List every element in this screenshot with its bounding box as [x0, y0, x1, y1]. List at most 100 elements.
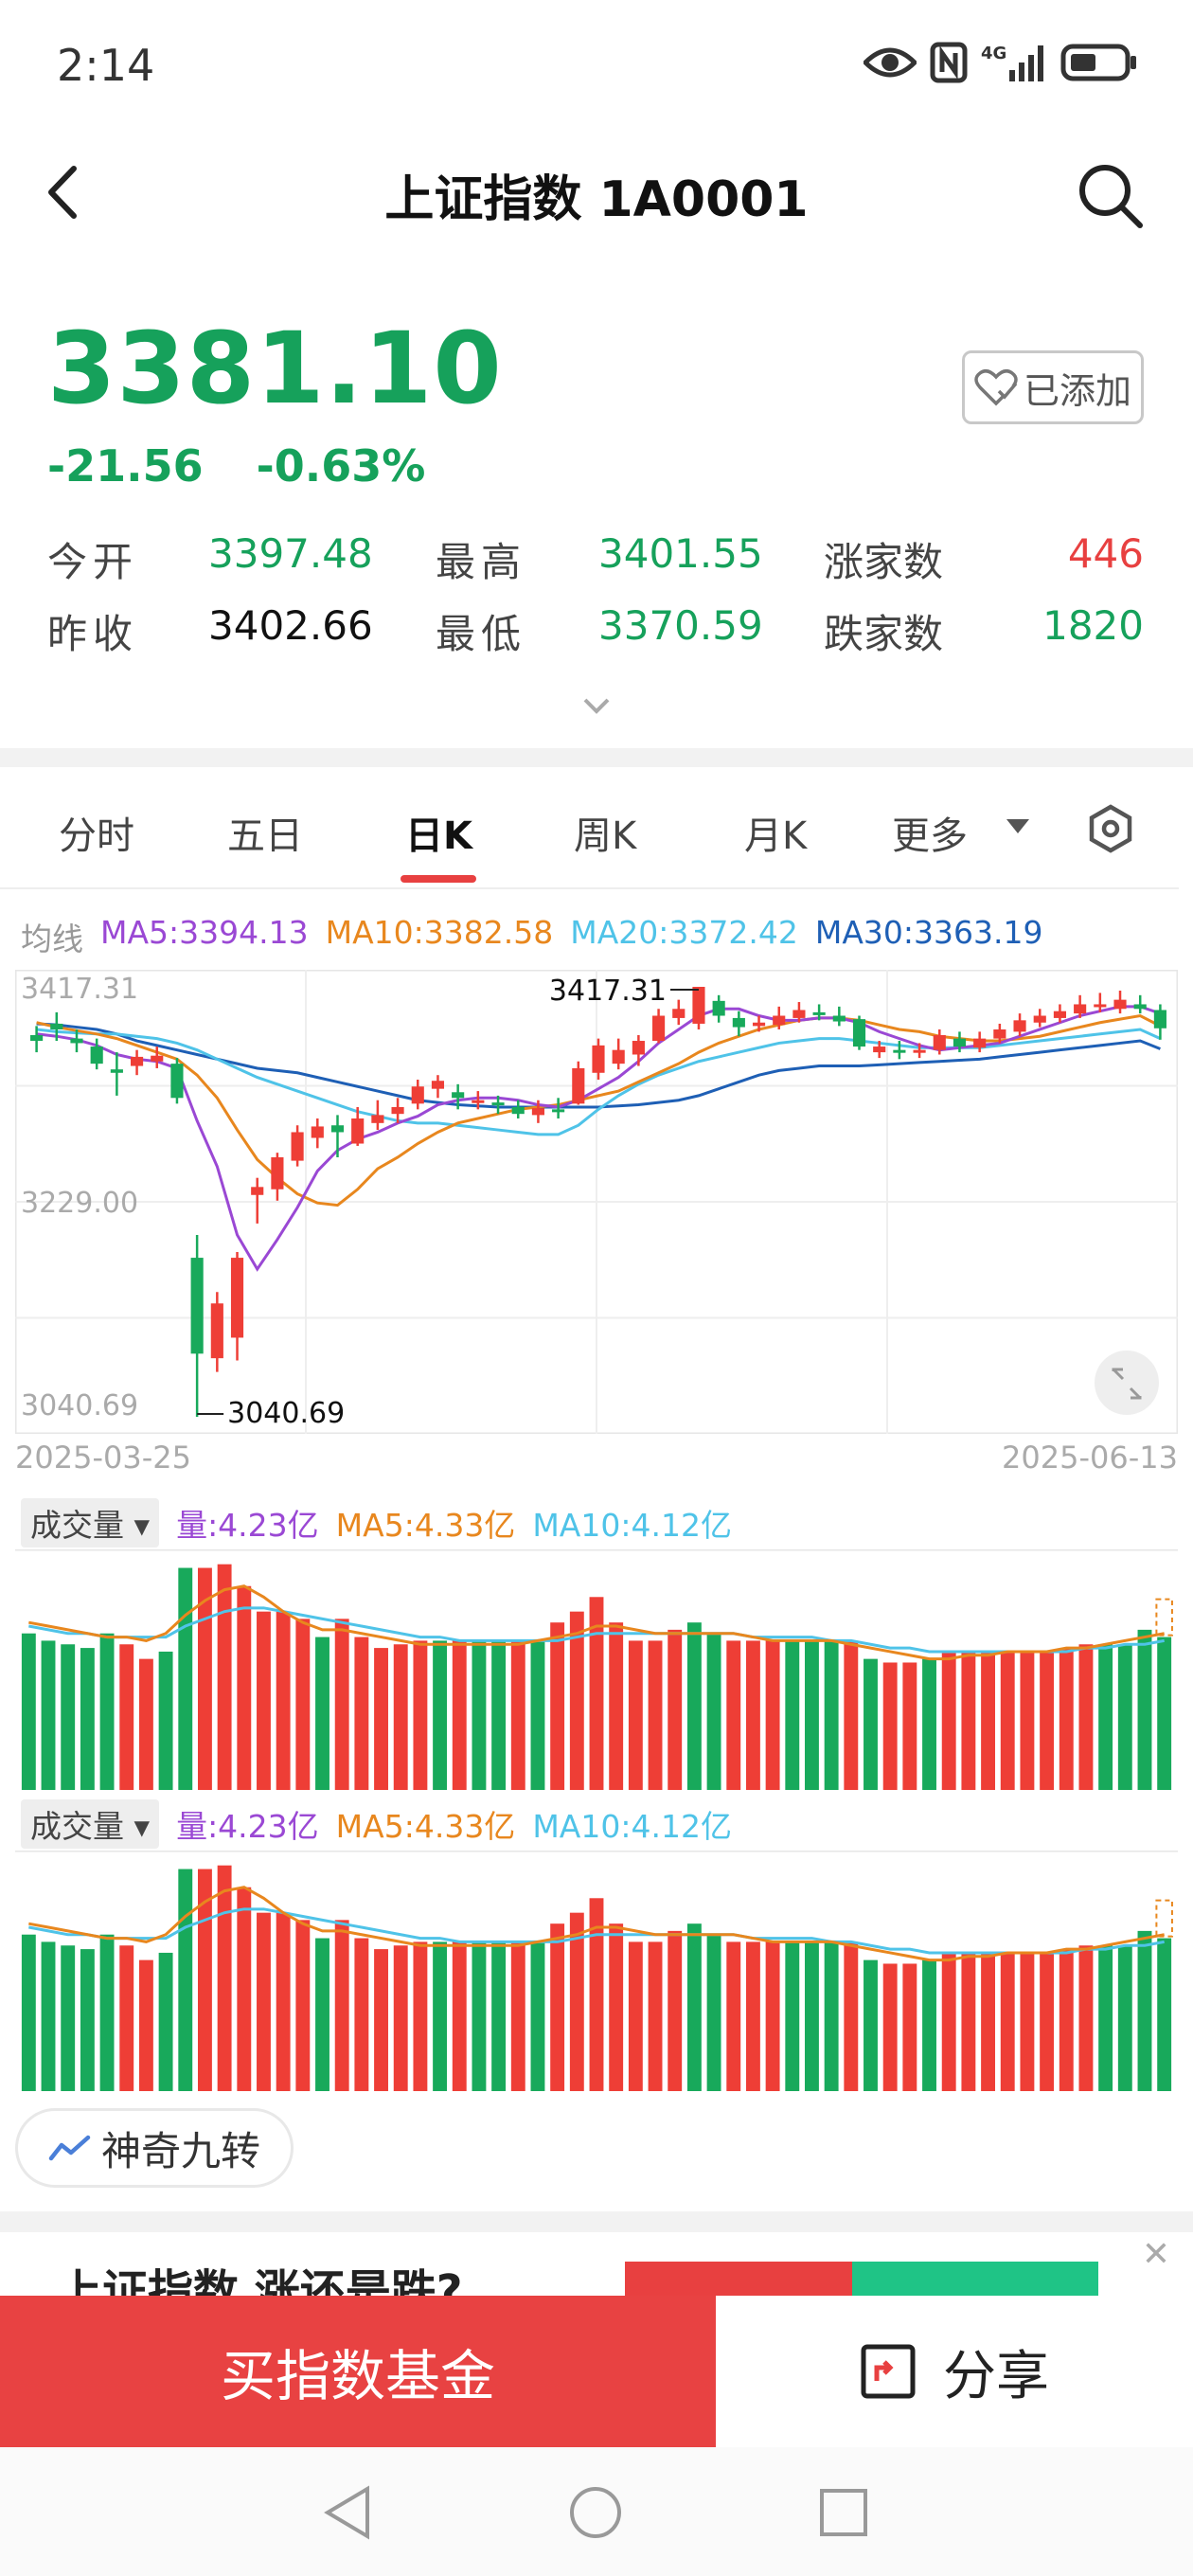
volume-bar — [197, 1869, 212, 2091]
heart-check-icon — [974, 369, 1018, 406]
volume-bar — [433, 1941, 448, 2091]
volume-bar — [530, 1640, 545, 1790]
volume-bar — [119, 1644, 134, 1790]
ma20-value: MA20:3372.42 — [570, 914, 798, 951]
volume-bar — [765, 1941, 780, 2091]
tab-separator — [0, 887, 1179, 889]
volume-bar — [785, 1941, 800, 2091]
svg-text:4G: 4G — [981, 44, 1006, 63]
volume-bar — [178, 1869, 193, 2091]
volume-bar — [1059, 1949, 1074, 2091]
candle — [151, 1046, 164, 1068]
volume-bar — [374, 1949, 388, 2091]
tab-daily-k[interactable]: 日K — [405, 814, 472, 858]
volume-bar — [257, 1912, 271, 2091]
poll-up-bar[interactable] — [625, 2262, 852, 2299]
ma5-line — [36, 1005, 1161, 1272]
volume-bar — [922, 1959, 936, 2091]
candle — [632, 1035, 645, 1066]
volume-chart[interactable] — [15, 1549, 1178, 1792]
volume-ma10: MA10:4.12亿 — [532, 1507, 732, 1544]
ma5-line — [28, 1584, 1165, 1661]
close-icon[interactable]: ✕ — [1141, 2235, 1170, 2274]
volume-bar — [706, 1934, 721, 2091]
share-button[interactable]: 分享 — [716, 2296, 1193, 2447]
chevron-down-icon[interactable] — [579, 691, 614, 720]
volume-bar — [413, 1941, 428, 2091]
volume-ma5: MA5:4.33亿 — [335, 1507, 516, 1544]
candle — [1053, 1004, 1067, 1023]
volume-bar — [61, 1945, 76, 2091]
chart-tabs: 分时 五日 日K 周K 月K 更多 — [0, 777, 1193, 871]
nav-back-icon[interactable] — [322, 2485, 373, 2540]
quote-stats: 今开 3397.48 最高 3401.55 涨家数 446 昨收 3402.66… — [0, 530, 1193, 672]
volume-tag[interactable]: 成交量 ▾ — [21, 1799, 160, 1849]
tab-weekly-k[interactable]: 周K — [574, 814, 637, 858]
volume-tag[interactable]: 成交量 ▾ — [21, 1498, 160, 1547]
volume-bar — [1000, 1651, 1015, 1790]
volume-bar — [354, 1938, 369, 2091]
tab-monthly-k[interactable]: 月K — [744, 814, 808, 858]
volume-bar — [726, 1941, 741, 2091]
live-volume-marker — [1155, 1899, 1173, 1938]
nav-recents-icon[interactable] — [818, 2487, 869, 2538]
volume-value: 量:4.23亿 — [176, 1507, 319, 1544]
low-marker: 3040.69 — [197, 1397, 345, 1430]
candle — [692, 987, 705, 1029]
volume-bar — [197, 1567, 212, 1790]
volume-bar — [686, 1622, 702, 1790]
search-icon[interactable] — [1074, 159, 1146, 231]
volume-bar — [628, 1640, 643, 1790]
nfc-icon — [930, 42, 968, 83]
volume-bar — [844, 1640, 859, 1790]
stat-value-down-count: 1820 — [1042, 602, 1144, 649]
candle — [552, 1098, 565, 1119]
share-label: 分享 — [943, 2345, 1049, 2407]
settings-hexagon-icon[interactable] — [1085, 803, 1136, 854]
volume-bars — [21, 1564, 1172, 1790]
active-tab-indicator — [401, 875, 476, 883]
live-volume-marker — [1155, 1598, 1173, 1637]
volume-bar — [628, 1941, 643, 2091]
ma10-line — [28, 1907, 1165, 1955]
x-label-start: 2025-03-25 — [15, 1440, 191, 1476]
candle — [933, 1029, 946, 1055]
tab-five-day[interactable]: 五日 — [227, 814, 303, 858]
x-label-end: 2025-06-13 — [1002, 1440, 1178, 1476]
candle — [70, 1029, 83, 1053]
volume-bar — [393, 1945, 408, 2091]
candle — [993, 1023, 1006, 1044]
magic-nine-turn-button[interactable]: 神奇九转 — [15, 2108, 294, 2188]
candle — [592, 1038, 605, 1081]
stat-label-high: 最高 — [436, 539, 527, 585]
volume-bar — [295, 1619, 311, 1790]
volume-bar — [1078, 1644, 1094, 1790]
fullscreen-icon[interactable] — [1095, 1351, 1159, 1415]
added-watchlist-button[interactable]: 已添加 — [962, 350, 1144, 424]
volume-bar — [589, 1597, 604, 1790]
volume-bar — [472, 1640, 487, 1790]
volume-bar — [745, 1640, 760, 1790]
volume-chart[interactable] — [15, 1851, 1178, 2093]
dropdown-arrow-icon[interactable] — [1004, 816, 1032, 837]
candlestick-chart[interactable]: 3417.31 3229.00 3040.69 3417.31 3040.69 — [15, 970, 1178, 1434]
candle — [792, 1002, 806, 1023]
tab-more[interactable]: 更多 — [892, 814, 968, 858]
candle — [612, 1038, 625, 1070]
volume-bar — [981, 1651, 996, 1790]
candle — [1133, 994, 1147, 1014]
volume-bar — [158, 1651, 173, 1790]
volume-bar — [1137, 1629, 1152, 1790]
poll-down-bar[interactable] — [852, 2262, 1098, 2299]
tab-intraday[interactable]: 分时 — [59, 814, 134, 858]
volume-legend-1: 成交量 ▾ 量:4.23亿 MA5:4.33亿 MA10:4.12亿 — [21, 1498, 732, 1547]
volume-bar — [569, 1912, 584, 2091]
candle — [913, 1043, 926, 1059]
buy-index-fund-button[interactable]: 买指数基金 — [0, 2296, 716, 2447]
candle — [1153, 1004, 1166, 1040]
back-icon[interactable] — [38, 159, 95, 225]
volume-bar — [334, 1619, 349, 1790]
nav-home-icon[interactable] — [568, 2485, 623, 2540]
volume-bar — [237, 1887, 252, 2091]
volume-bar — [981, 1952, 996, 2091]
